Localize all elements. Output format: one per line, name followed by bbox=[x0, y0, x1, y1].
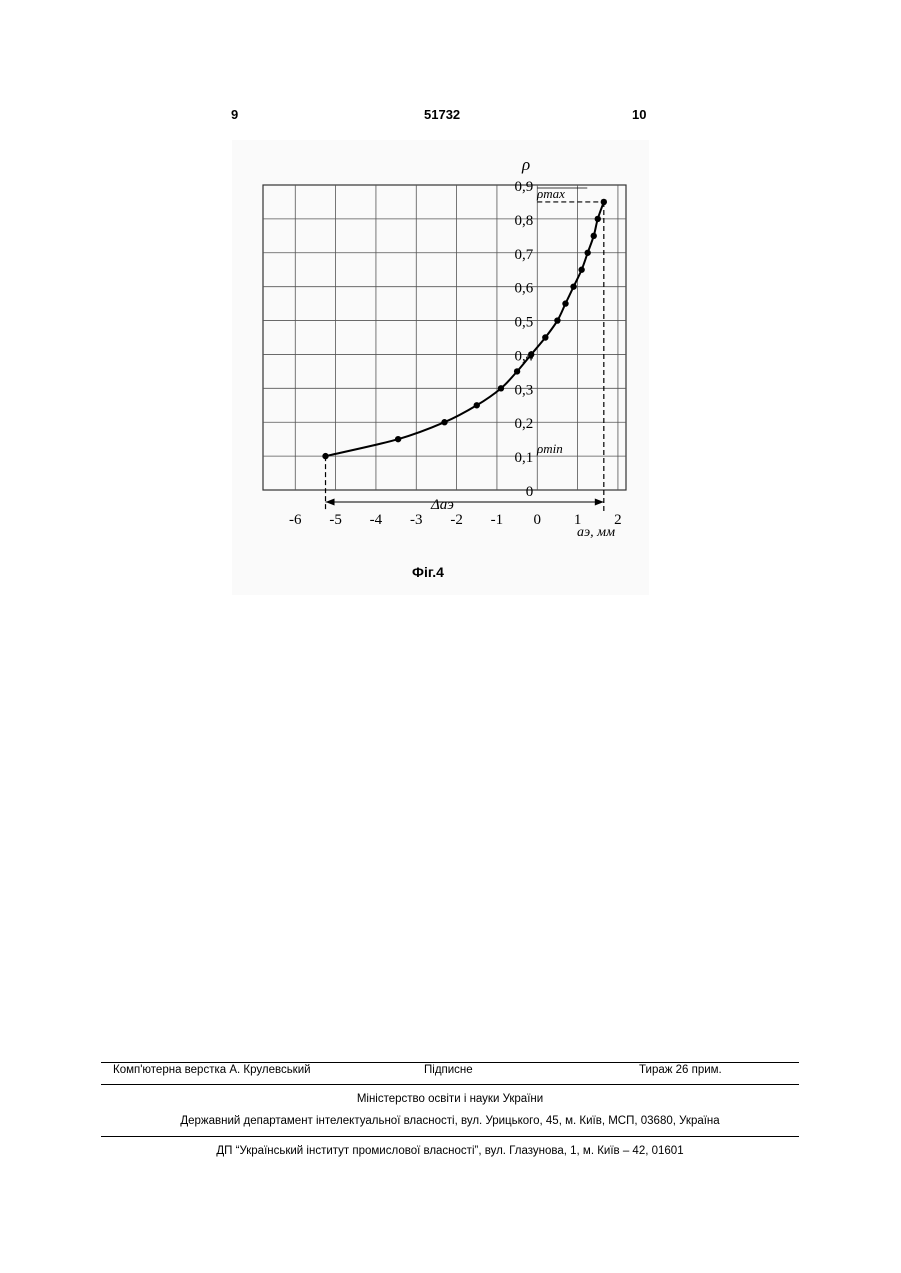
page-number-right: 10 bbox=[632, 107, 646, 122]
y-tick-label: 0,8 bbox=[515, 213, 534, 229]
x-tick-label: -3 bbox=[410, 512, 423, 528]
chart: 0 0,1 0,2 0,3 0,4 0,5 0,6 0,7 0,8 0,9 -6 -5 -4 -3 -2 -… bbox=[232, 140, 649, 595]
y-tick-labels: 0 0,1 0,2 0,3 0,4 0,5 0,6 0,7 0,8 0,9 bbox=[515, 179, 534, 500]
data-point bbox=[578, 267, 584, 273]
figure-caption: Фіг.4 bbox=[412, 564, 444, 580]
data-point bbox=[322, 453, 328, 459]
x-tick-label: -4 bbox=[370, 512, 383, 528]
rho-min-label: ρmin bbox=[536, 441, 563, 456]
data-point bbox=[570, 283, 576, 289]
y-tick-label: 0,1 bbox=[515, 450, 534, 466]
footer-circulation: Тираж 26 прим. bbox=[639, 1064, 722, 1076]
patent-number: 51732 bbox=[424, 107, 460, 122]
footer-department: Державний департамент інтелектуальної вл… bbox=[101, 1115, 799, 1127]
data-curve bbox=[326, 202, 604, 456]
x-tick-label: -1 bbox=[491, 512, 504, 528]
footer-rule-middle bbox=[101, 1084, 799, 1085]
data-point bbox=[498, 385, 504, 391]
x-tick-label: -2 bbox=[450, 512, 463, 528]
y-tick-label: 0,5 bbox=[515, 315, 534, 331]
x-axis-label: aэ, мм bbox=[577, 525, 615, 540]
data-point bbox=[595, 216, 601, 222]
footer-institute: ДП “Український інститут промислової вла… bbox=[101, 1145, 799, 1157]
chart-grid bbox=[263, 185, 626, 490]
x-tick-label: 0 bbox=[534, 512, 542, 528]
data-points bbox=[322, 199, 607, 460]
rho-max-label: ρmax bbox=[536, 186, 565, 201]
footer-ministry: Міністерство освіти і науки України bbox=[101, 1093, 799, 1105]
data-point bbox=[591, 233, 597, 239]
y-tick-label: 0,2 bbox=[515, 416, 534, 432]
page-number-left: 9 bbox=[231, 107, 238, 122]
data-point bbox=[542, 334, 548, 340]
x-tick-labels: -6-5-4-3-2-1012 bbox=[289, 512, 622, 528]
y-tick-label: 0 bbox=[526, 484, 534, 500]
range-label: Δaэ bbox=[430, 497, 454, 513]
data-point bbox=[395, 436, 401, 442]
footer-rule-bottom bbox=[101, 1136, 799, 1137]
figure-4: 0 0,1 0,2 0,3 0,4 0,5 0,6 0,7 0,8 0,9 -6 -5 -4 -3 -2 -… bbox=[232, 140, 649, 595]
y-tick-label: 0,3 bbox=[515, 382, 534, 398]
range-arrow-left bbox=[326, 499, 335, 506]
data-point bbox=[562, 300, 568, 306]
x-tick-label: -5 bbox=[329, 512, 342, 528]
y-tick-label: 0,4 bbox=[515, 348, 534, 364]
footer-typesetter: Комп'ютерна верстка А. Крулевський bbox=[113, 1064, 311, 1076]
data-point bbox=[474, 402, 480, 408]
x-tick-label: 2 bbox=[614, 512, 622, 528]
data-point bbox=[601, 199, 607, 205]
y-axis-label: ρ bbox=[521, 155, 530, 174]
range-arrow-right bbox=[595, 499, 604, 506]
y-tick-label: 0,9 bbox=[515, 179, 534, 195]
footer-signed: Підписне bbox=[424, 1064, 473, 1076]
data-line bbox=[326, 202, 604, 456]
data-point bbox=[514, 368, 520, 374]
data-point bbox=[584, 250, 590, 256]
plot-frame bbox=[263, 185, 626, 490]
data-point bbox=[554, 317, 560, 323]
y-tick-label: 0,7 bbox=[515, 247, 534, 263]
x-tick-label: -6 bbox=[289, 512, 302, 528]
data-point bbox=[441, 419, 447, 425]
guide-lines bbox=[326, 188, 604, 512]
y-tick-label: 0,6 bbox=[515, 281, 534, 297]
footer-rule-top bbox=[101, 1062, 799, 1063]
